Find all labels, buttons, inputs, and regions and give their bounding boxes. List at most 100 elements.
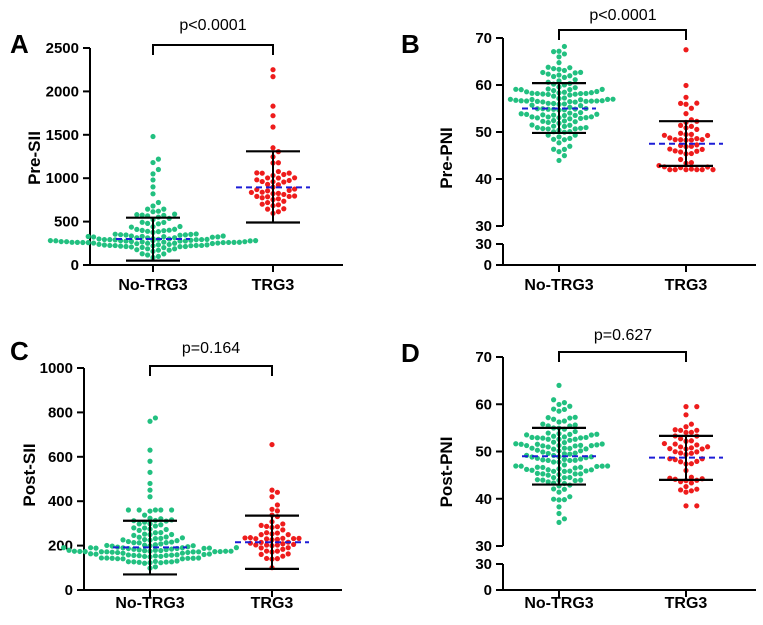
data-point <box>152 547 158 553</box>
data-point <box>161 239 167 245</box>
data-point <box>134 241 140 247</box>
data-point <box>583 434 589 441</box>
data-point <box>567 65 573 71</box>
data-point <box>280 535 286 541</box>
data-point <box>265 175 271 181</box>
data-point <box>286 170 292 176</box>
data-point <box>226 239 232 246</box>
data-point <box>163 526 169 533</box>
data-point <box>578 435 584 441</box>
y-axis-label: Post-PNI <box>437 437 456 508</box>
data-point <box>107 237 113 243</box>
data-point <box>131 552 137 558</box>
data-point <box>578 448 584 454</box>
data-point <box>540 477 546 483</box>
data-point <box>561 146 568 152</box>
data-point <box>161 251 167 257</box>
data-point <box>694 458 700 464</box>
data-point <box>513 463 519 469</box>
data-point <box>683 489 689 495</box>
data-point <box>572 77 578 83</box>
data-point <box>561 43 568 50</box>
data-point <box>683 47 689 53</box>
data-point <box>101 242 107 248</box>
data-point <box>551 73 557 80</box>
data-point <box>212 549 218 555</box>
data-point <box>556 140 562 146</box>
data-point <box>551 49 557 55</box>
data-point <box>185 555 191 561</box>
data-point <box>561 456 568 463</box>
data-point <box>188 243 194 249</box>
data-point <box>556 134 562 140</box>
data-point <box>551 397 557 403</box>
data-point <box>545 450 551 457</box>
data-point <box>264 523 270 529</box>
panel-a: A Pre-SII p<0.0001 No-TRG3 TRG3 <box>10 17 294 294</box>
data-point <box>567 403 573 409</box>
data-point <box>688 474 695 480</box>
data-point <box>572 422 578 428</box>
data-point <box>275 182 281 188</box>
y-tick-label: 800 <box>48 404 73 421</box>
data-point <box>545 430 551 436</box>
data-point <box>172 235 178 241</box>
data-point <box>166 241 172 248</box>
category-label-no-trg3: No-TRG3 <box>115 595 184 612</box>
y-tick-label: 0 <box>71 257 79 274</box>
data-point <box>534 464 541 470</box>
data-point <box>551 496 557 502</box>
data-point <box>518 87 524 93</box>
data-point <box>567 445 573 452</box>
data-point <box>142 525 148 531</box>
data-point <box>177 223 183 230</box>
plot-area-a: 0 500 1000 1500 2000 2500 <box>46 40 343 274</box>
data-point <box>275 202 281 208</box>
data-point <box>254 177 260 183</box>
data-point <box>196 555 202 561</box>
data-point <box>572 91 578 97</box>
data-point <box>169 539 175 545</box>
data-point <box>524 442 530 449</box>
data-point <box>204 242 210 248</box>
data-point <box>688 143 695 149</box>
data-point <box>147 515 153 521</box>
data-point <box>556 48 562 54</box>
data-point <box>58 238 64 245</box>
data-point <box>583 124 589 131</box>
data-point <box>215 234 221 240</box>
data-point <box>561 406 568 413</box>
data-point <box>567 87 573 93</box>
data-point <box>280 541 286 547</box>
data-point <box>220 233 226 239</box>
data-point <box>545 86 551 92</box>
data-point <box>201 545 207 551</box>
data-point <box>265 194 271 200</box>
y-tick-label: 30 <box>475 218 492 235</box>
data-point <box>185 549 191 556</box>
data-point <box>136 553 142 559</box>
data-point <box>269 441 275 448</box>
data-point <box>155 229 161 235</box>
data-point <box>150 203 156 209</box>
data-point <box>572 471 578 477</box>
data-point <box>158 522 164 528</box>
data-point <box>269 506 275 512</box>
data-point <box>667 167 673 173</box>
data-point <box>594 88 600 95</box>
data-point <box>513 441 519 447</box>
data-point <box>281 179 287 185</box>
data-point <box>174 558 180 564</box>
data-point <box>253 542 259 548</box>
data-point <box>599 86 605 92</box>
data-point <box>163 559 169 565</box>
data-point <box>567 494 573 500</box>
data-point <box>233 545 239 551</box>
data-point <box>177 244 183 250</box>
data-point <box>572 443 578 449</box>
data-point <box>280 527 286 533</box>
data-point <box>120 537 126 543</box>
category-label-no-trg3: No-TRG3 <box>524 595 593 612</box>
data-point <box>152 415 158 421</box>
